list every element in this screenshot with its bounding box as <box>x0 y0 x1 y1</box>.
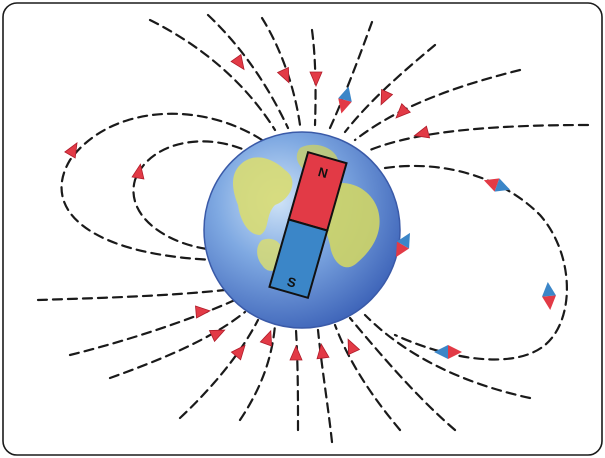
field-line <box>108 310 247 380</box>
field-arrow <box>230 53 245 71</box>
field-line <box>60 112 264 262</box>
field-arrow <box>289 344 303 361</box>
field-arrow <box>208 329 226 343</box>
field-line <box>383 164 568 361</box>
field-line <box>368 123 590 152</box>
compass-needle <box>434 345 462 359</box>
field-arrow <box>395 103 411 119</box>
compass-needle <box>542 282 556 310</box>
compass-needles <box>338 86 556 359</box>
bar-magnet: N S <box>268 150 348 300</box>
field-line <box>333 323 402 432</box>
field-arrow <box>131 163 145 180</box>
compass-needle <box>396 232 410 258</box>
field-arrow <box>316 343 330 360</box>
compass-needle <box>483 178 511 192</box>
field-line <box>343 43 437 134</box>
field-line <box>178 318 260 420</box>
field-line <box>238 323 277 422</box>
field-arrows <box>64 53 431 361</box>
field-line <box>206 13 290 130</box>
field-line <box>348 316 457 432</box>
field-line <box>36 288 227 302</box>
field-arrow <box>259 329 273 347</box>
field-line <box>363 313 532 400</box>
field-arrow <box>195 305 211 319</box>
field-line <box>294 328 300 432</box>
field-line <box>68 298 237 357</box>
field-line <box>148 18 277 132</box>
field-line <box>132 140 257 252</box>
field-arrow <box>380 88 394 106</box>
magnet-south-pole <box>268 218 329 300</box>
earth-land <box>233 157 293 235</box>
field-arrow <box>64 141 78 159</box>
magnet-north-label: N <box>316 164 329 181</box>
field-arrow <box>276 66 290 84</box>
field-arrow <box>230 344 246 361</box>
compass-needle <box>338 86 352 114</box>
field-arrow <box>347 338 361 356</box>
field-arrow <box>309 71 323 88</box>
field-line <box>353 68 522 142</box>
field-arrow <box>413 125 431 139</box>
